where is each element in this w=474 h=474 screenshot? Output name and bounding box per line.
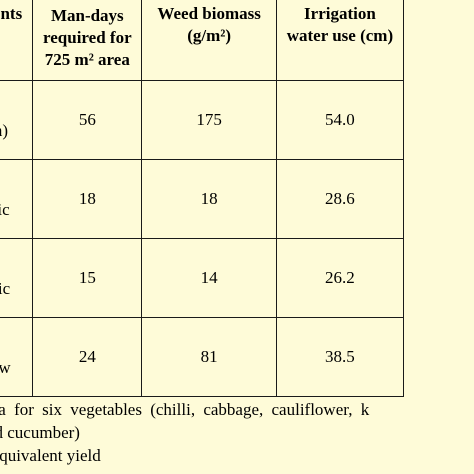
treatment-line1: ation — [0, 256, 32, 278]
table-row: ation e plastic 18 18 28.6 — [0, 159, 405, 239]
treatment-line1: ation — [0, 177, 32, 199]
man-days-cell: 15 — [32, 238, 143, 318]
table-row: ation dy straw 24 81 38.5 — [0, 317, 405, 397]
weed-biomass-cell: 18 — [141, 159, 277, 239]
footnote-line1: ata for six vegetables (chilli, cabbage,… — [0, 400, 370, 419]
footnote-line2: nd cucumber) — [0, 423, 80, 442]
man-days-cell: 56 — [32, 80, 143, 160]
weed-biomass-cell: 175 — [141, 80, 277, 160]
treatment-cell: ation k plastic — [0, 238, 34, 318]
footnote-line3: -equivalent yield — [0, 446, 101, 465]
man-days-cell: 18 — [32, 159, 143, 239]
header-man-days: Man-days required for 725 m² area — [32, 0, 143, 81]
header-irrigation-line2: water use (cm) — [286, 26, 394, 45]
treatment-cell: ation dy straw — [0, 317, 34, 397]
header-weed-biomass-line1: Weed biomass — [157, 4, 261, 23]
man-days-cell: 24 — [32, 317, 143, 397]
header-man-days-line3: 725 m² area — [44, 49, 130, 69]
header-irrigation: Irrigation water use (cm) — [275, 0, 405, 81]
treatment-cell: onal igation) — [0, 80, 34, 160]
irrigation-cell: 54.0 — [275, 80, 405, 160]
irrigation-cell: 26.2 — [275, 238, 405, 318]
table-footnotes: ata for six vegetables (chilli, cabbage,… — [0, 398, 474, 467]
weed-biomass-cell: 14 — [141, 238, 277, 318]
header-treatments-text: nents — [0, 4, 23, 23]
header-weed-biomass: Weed biomass (g/m²) — [141, 0, 277, 81]
table-header-row: nents Man-days required for 725 m² area … — [0, 0, 405, 81]
header-weed-biomass-line2: (g/m²) — [187, 26, 232, 45]
treatment-line1: onal — [0, 98, 32, 120]
results-table: nents Man-days required for 725 m² area … — [0, 0, 405, 397]
irrigation-cell: 38.5 — [275, 317, 405, 397]
header-irrigation-line1: Irrigation — [304, 4, 376, 23]
treatment-line1: ation — [0, 335, 32, 357]
table-row: ation k plastic 15 14 26.2 — [0, 238, 405, 318]
weed-biomass-cell: 81 — [141, 317, 277, 397]
header-treatments: nents — [0, 0, 34, 81]
irrigation-cell: 28.6 — [275, 159, 405, 239]
treatment-line2: k plastic — [0, 279, 11, 298]
treatment-line2: dy straw — [0, 357, 32, 379]
header-man-days-line2: required for — [43, 27, 132, 47]
treatment-line2: igation) — [0, 121, 9, 140]
table-row: onal igation) 56 175 54.0 — [0, 80, 405, 160]
treatment-line2: e plastic — [0, 200, 10, 219]
header-man-days-line1: Man-days — [50, 5, 124, 25]
treatment-cell: ation e plastic — [0, 159, 34, 239]
